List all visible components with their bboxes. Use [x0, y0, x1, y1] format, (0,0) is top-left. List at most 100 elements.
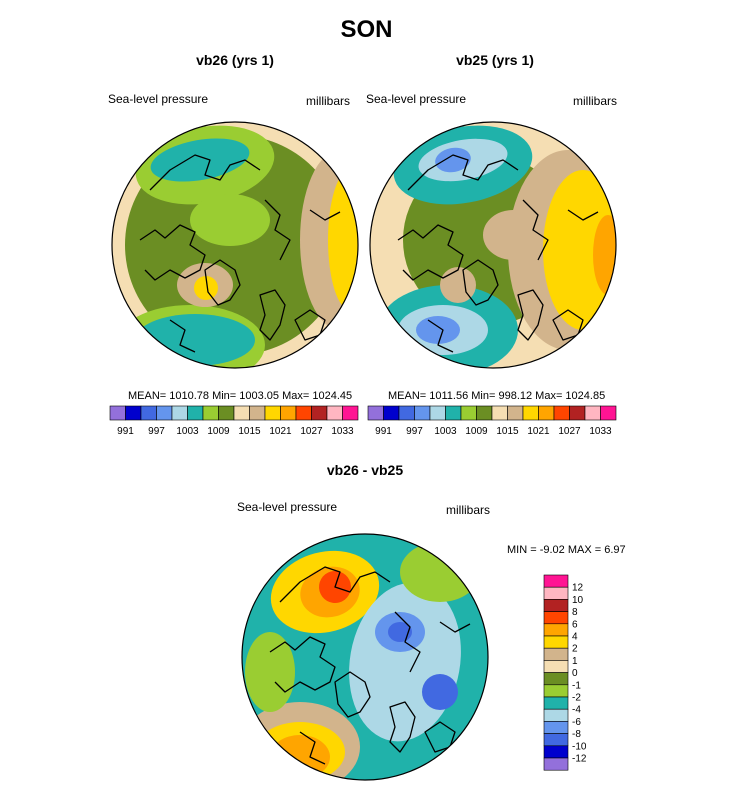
colorbar-tick-label: 997: [406, 426, 423, 437]
colorbar-swatch: [543, 647, 569, 661]
pressure-contour-region: [483, 210, 543, 260]
colorbar-swatch: [429, 405, 446, 421]
panel2-colorbar: 991 997 1003 1009 1015 1021 1027 1033: [367, 405, 617, 437]
colorbar-swatch: [600, 405, 617, 421]
coastline: [309, 209, 341, 221]
colorbar-swatch: [342, 405, 359, 421]
colorbar-tick-label: 1003: [434, 426, 457, 437]
coastline: [394, 611, 421, 673]
panel2-left-label: Sea-level pressure: [366, 92, 467, 106]
colorbar-tick-label: 1003: [176, 426, 199, 437]
colorbar-swatch: [280, 405, 297, 421]
pressure-contour-region: [328, 170, 358, 310]
panel1-map: [111, 121, 359, 369]
colorbar-tick-label: 1009: [207, 426, 230, 437]
colorbar-swatch: [543, 672, 569, 686]
colorbar-tick-label: -4: [572, 705, 581, 716]
colorbar-swatch: [476, 405, 493, 421]
colorbar-tick-label: 10: [572, 595, 584, 606]
colorbar-swatch: [543, 611, 569, 625]
coastline: [264, 199, 291, 261]
coastline: [462, 259, 499, 306]
colorbar-swatch: [543, 696, 569, 710]
coastline: [522, 199, 549, 261]
colorbar-tick-label: 1033: [331, 426, 354, 437]
colorbar-swatch: [109, 405, 126, 421]
pressure-contour-region: [435, 147, 471, 173]
colorbar-swatch: [543, 586, 569, 600]
colorbar-swatch: [543, 574, 569, 588]
panel1-colorbar: 991 997 1003 1009 1015 1021 1027 1033: [109, 405, 359, 437]
colorbar-tick-label: 8: [572, 607, 578, 618]
coastline: [259, 289, 286, 341]
colorbar-tick-label: 1021: [269, 426, 292, 437]
colorbar-tick-label: 1027: [558, 426, 581, 437]
colorbar-tick-label: 1015: [496, 426, 519, 437]
coastline: [149, 154, 261, 191]
colorbar-swatch: [264, 405, 281, 421]
panel1-title: vb26 (yrs 1): [196, 52, 274, 68]
colorbar-tick-label: 12: [572, 583, 584, 594]
colorbar-tick-label: 991: [375, 426, 392, 437]
colorbar-tick-label: -2: [572, 693, 581, 704]
colorbar-tick-label: -1: [572, 680, 581, 691]
coastline: [294, 309, 326, 341]
pressure-contour-region: [190, 194, 270, 246]
coastline: [169, 319, 196, 353]
map-outline: [111, 121, 359, 369]
colorbar-tick-label: -12: [572, 754, 587, 765]
colorbar-tick-label: -10: [572, 741, 587, 752]
colorbar-swatch: [522, 405, 539, 421]
colorbar-tick-label: 997: [148, 426, 165, 437]
colorbar-swatch: [543, 721, 569, 734]
colorbar-swatch: [249, 405, 266, 421]
panel3-title: vb26 - vb25: [326, 462, 404, 478]
colorbar-swatch: [445, 405, 462, 421]
pressure-contour-region: [416, 316, 460, 344]
colorbar-swatch: [507, 405, 524, 421]
panel2-map: [369, 121, 617, 369]
colorbar-swatch: [295, 405, 312, 421]
panel1-stats: MEAN= 1010.78 Min= 1003.05 Max= 1024.45: [128, 390, 353, 402]
colorbar-tick-label: 6: [572, 619, 578, 630]
colorbar-tick-label: 1: [572, 656, 578, 667]
colorbar-tick-label: -6: [572, 717, 581, 728]
colorbar-swatch: [202, 405, 219, 421]
pressure-contour-region: [135, 314, 255, 366]
colorbar-tick-label: 1033: [589, 426, 612, 437]
coastline: [517, 289, 544, 341]
map-field: [112, 122, 358, 368]
map-field: [370, 122, 616, 368]
colorbar-swatch: [171, 405, 188, 421]
colorbar-tick-label: -8: [572, 729, 581, 740]
colorbar-swatch: [569, 405, 586, 421]
colorbar-swatch: [187, 405, 204, 421]
colorbar-swatch: [538, 405, 555, 421]
panel3-left-label: Sea-level pressure: [237, 500, 338, 514]
panel2-units-label: millibars: [573, 94, 618, 108]
pressure-contour-region: [194, 276, 218, 300]
pressure-contour-region: [593, 215, 616, 295]
pressure-contour-region: [150, 138, 250, 182]
colorbar-tick-label: 1015: [238, 426, 261, 437]
coastline: [139, 224, 206, 281]
main-title: SON: [340, 16, 393, 43]
colorbar-swatch: [491, 405, 508, 421]
colorbar-swatch: [218, 405, 235, 421]
colorbar-swatch: [543, 745, 569, 759]
colorbar-swatch: [326, 405, 343, 421]
panel2-stats: MEAN= 1011.56 Min= 998.12 Max= 1024.85: [388, 390, 606, 402]
colorbar-swatch: [460, 405, 477, 421]
colorbar-swatch: [367, 405, 384, 421]
colorbar-swatch: [543, 599, 569, 612]
pressure-contour-region: [245, 632, 295, 712]
map-outline: [241, 533, 489, 781]
colorbar-swatch: [543, 708, 569, 722]
colorbar-swatch: [398, 405, 415, 421]
coastline: [439, 621, 471, 633]
colorbar-tick-label: 2: [572, 644, 578, 655]
colorbar-tick-label: 991: [117, 426, 134, 437]
colorbar-swatch: [543, 684, 569, 698]
coastline: [397, 224, 464, 281]
